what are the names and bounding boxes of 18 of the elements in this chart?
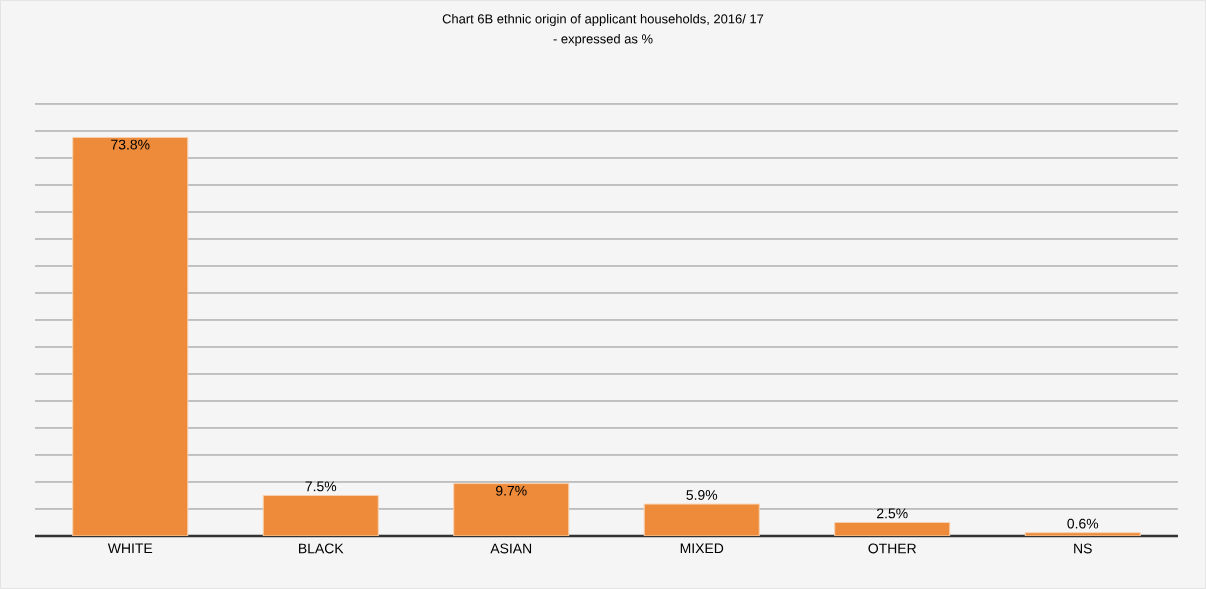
data-label: 2.5% [877, 508, 908, 519]
data-label: 0.6% [1067, 518, 1099, 529]
chart-title: Chart 6B ethnic origin of applicant households, 2016/ 17 [442, 13, 764, 27]
data-label: 73.8% [111, 139, 150, 150]
x-tick-label: NS [1074, 543, 1092, 554]
bar [453, 483, 570, 536]
x-tick-label: ASIAN [490, 543, 532, 554]
data-label: 7.5% [305, 481, 337, 492]
chart-subtitle: - expressed as % [553, 33, 653, 47]
data-label: 5.9% [686, 490, 718, 500]
bar [262, 494, 379, 536]
x-tick-label: BLACK [299, 543, 344, 554]
x-tick-label: MIXED [680, 543, 724, 554]
x-tick-label: OTHER [868, 543, 916, 554]
x-tick-label: WHITE [107, 543, 153, 554]
bar [72, 136, 189, 536]
bar [643, 503, 760, 536]
data-label: 9.7% [496, 485, 527, 496]
